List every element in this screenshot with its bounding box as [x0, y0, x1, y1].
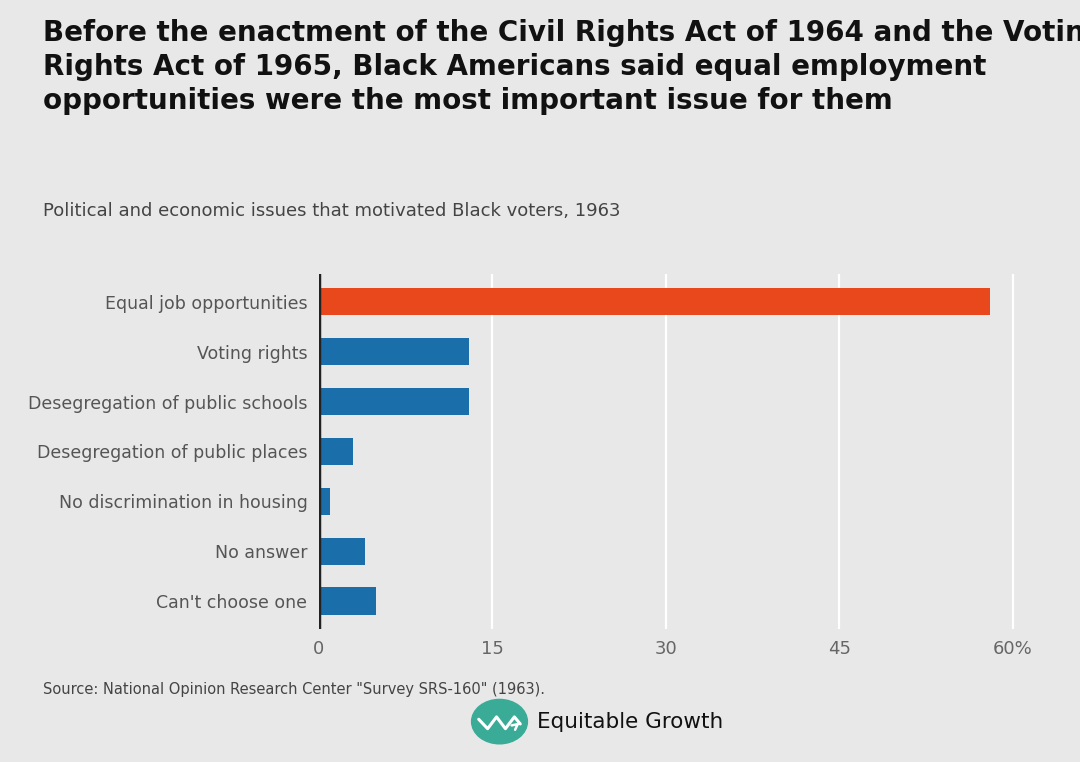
Circle shape: [472, 700, 527, 744]
Bar: [319, 537, 365, 565]
Bar: [319, 437, 353, 466]
Bar: [319, 338, 469, 366]
Bar: [319, 388, 469, 415]
Text: Political and economic issues that motivated Black voters, 1963: Political and economic issues that motiv…: [43, 202, 621, 220]
Bar: [319, 588, 377, 615]
Bar: [319, 488, 330, 515]
Text: Source: National Opinion Research Center "Survey SRS-160" (1963).: Source: National Opinion Research Center…: [43, 682, 545, 697]
Bar: [319, 288, 989, 315]
Text: Before the enactment of the Civil Rights Act of 1964 and the Voting
Rights Act o: Before the enactment of the Civil Rights…: [43, 19, 1080, 115]
Text: Equitable Growth: Equitable Growth: [537, 712, 723, 732]
